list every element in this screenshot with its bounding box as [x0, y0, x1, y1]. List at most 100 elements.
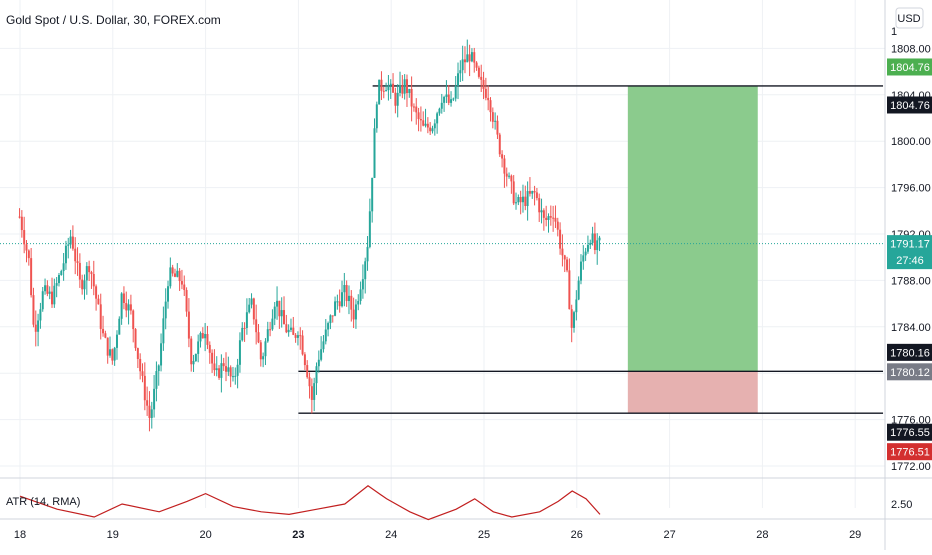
candle-body — [426, 123, 429, 128]
time-tick-label: 18 — [14, 529, 26, 541]
candle-body — [533, 191, 536, 193]
candle-body — [447, 94, 450, 103]
atr-pane — [19, 485, 601, 521]
time-axis[interactable]: 18 19 20 23 24 25 26 27 28 29 — [14, 529, 861, 541]
candle-body — [359, 289, 362, 301]
candle-body — [482, 79, 485, 89]
candle-body — [549, 216, 552, 218]
candle-body — [92, 274, 95, 287]
chart-title: Gold Spot / U.S. Dollar, 30, FOREX.com — [6, 13, 221, 27]
price-tick-label: 1772.00 — [891, 461, 931, 473]
candle-body — [320, 349, 323, 360]
candle-body — [375, 104, 378, 129]
candle-body — [338, 301, 341, 307]
candle-body — [220, 363, 223, 378]
candle-body — [248, 304, 251, 313]
candle-body — [415, 106, 418, 113]
price-tags: 1804.76 1804.76 1791.17 27:46 1780.16 1780.12… — [887, 58, 932, 461]
candle-body — [487, 97, 490, 101]
candle-body — [97, 298, 100, 305]
candle-body — [273, 306, 276, 319]
candle-body — [498, 134, 501, 155]
candle-body — [64, 245, 67, 264]
candle-body — [153, 388, 156, 410]
candle-body — [25, 244, 28, 251]
loss-zone[interactable] — [627, 371, 758, 414]
position-tool[interactable] — [627, 85, 758, 414]
candle-body — [208, 344, 211, 353]
time-tick-label: 29 — [849, 529, 861, 541]
candle-body — [579, 261, 582, 281]
candle-body — [586, 244, 589, 252]
candle-body — [213, 363, 216, 371]
atr-axis-tick: 2.50 — [891, 499, 912, 511]
candle-body — [315, 366, 318, 384]
candle-body — [150, 409, 153, 418]
price-tag — [887, 363, 932, 381]
candle-body — [183, 284, 186, 291]
price-tick-label: 1776.00 — [891, 415, 931, 427]
atr-label: ATR (14, RMA) — [6, 496, 80, 508]
candle-body — [129, 304, 132, 311]
candle-body — [433, 123, 436, 129]
candle-body — [99, 304, 102, 329]
candle-body — [329, 315, 332, 324]
candle-body — [102, 328, 105, 334]
candle-body — [463, 59, 466, 63]
candle-body — [491, 112, 494, 122]
candle-body — [431, 128, 434, 132]
candle-body — [545, 217, 548, 220]
price-tag-label: 1780.16 — [890, 347, 930, 359]
candle-body — [111, 349, 114, 361]
candle-body — [452, 98, 455, 100]
candle-body — [378, 79, 381, 105]
candle-body — [327, 323, 330, 330]
profit-zone[interactable] — [627, 85, 758, 372]
candle-body — [505, 173, 508, 177]
candle-body — [95, 286, 98, 299]
candle-body — [106, 337, 109, 356]
candle-body — [185, 290, 188, 312]
candle-body — [515, 202, 518, 204]
candle-body — [475, 62, 478, 68]
candle-body — [127, 304, 130, 311]
price-tick-label: 1796.00 — [891, 183, 931, 195]
candle-body — [218, 368, 221, 378]
horizontal-levels[interactable] — [298, 85, 884, 414]
candle-body — [57, 275, 60, 284]
candle-body — [542, 210, 545, 218]
candle-body — [146, 400, 149, 406]
candle-body — [283, 310, 286, 325]
candle-body — [540, 210, 543, 213]
candle-body — [547, 216, 550, 220]
time-tick-label: 20 — [199, 529, 211, 541]
candle-body — [477, 67, 480, 77]
countdown-label: 27:46 — [896, 255, 924, 267]
price-tag — [887, 58, 932, 76]
candle-body — [83, 280, 86, 290]
candle-body — [470, 52, 473, 62]
candle-body — [71, 236, 74, 249]
candle-body — [34, 324, 37, 332]
candle-body — [317, 359, 320, 367]
candle-body — [115, 334, 118, 348]
candle-body — [361, 279, 364, 290]
candle-body — [187, 311, 190, 339]
candle-body — [392, 83, 395, 93]
currency-button[interactable] — [895, 7, 924, 29]
candle-body — [440, 102, 443, 109]
candle-body — [206, 334, 209, 345]
candle-body — [171, 267, 174, 274]
candle-body — [199, 333, 202, 342]
candle-body — [141, 371, 144, 376]
candle-body — [113, 347, 116, 361]
candle-body — [245, 312, 248, 328]
price-tick-label: 1788.00 — [891, 275, 931, 287]
candle-body — [512, 181, 515, 204]
candle-body — [380, 79, 383, 91]
candle-body — [259, 342, 262, 360]
candle-body — [457, 73, 460, 86]
candle-body — [169, 267, 172, 287]
candle-body — [120, 293, 123, 319]
